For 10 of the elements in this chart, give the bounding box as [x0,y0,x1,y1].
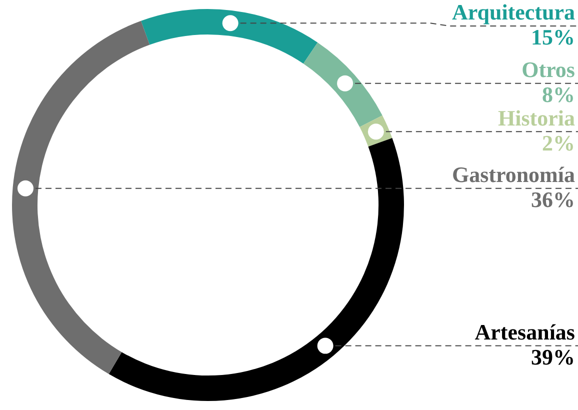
slice-label: Arquitectura [452,0,575,25]
data-label: 36% [531,187,575,212]
slice-label: Historia [498,105,575,130]
data-label: 39% [531,344,575,370]
data-label: 2% [542,130,575,156]
data-label: 15% [531,24,575,50]
slice-label: Artesanías [474,319,576,344]
slice-label: Gastronomía [452,162,575,188]
data-label: 8% [542,82,575,108]
slice-label: Otros [522,57,576,82]
